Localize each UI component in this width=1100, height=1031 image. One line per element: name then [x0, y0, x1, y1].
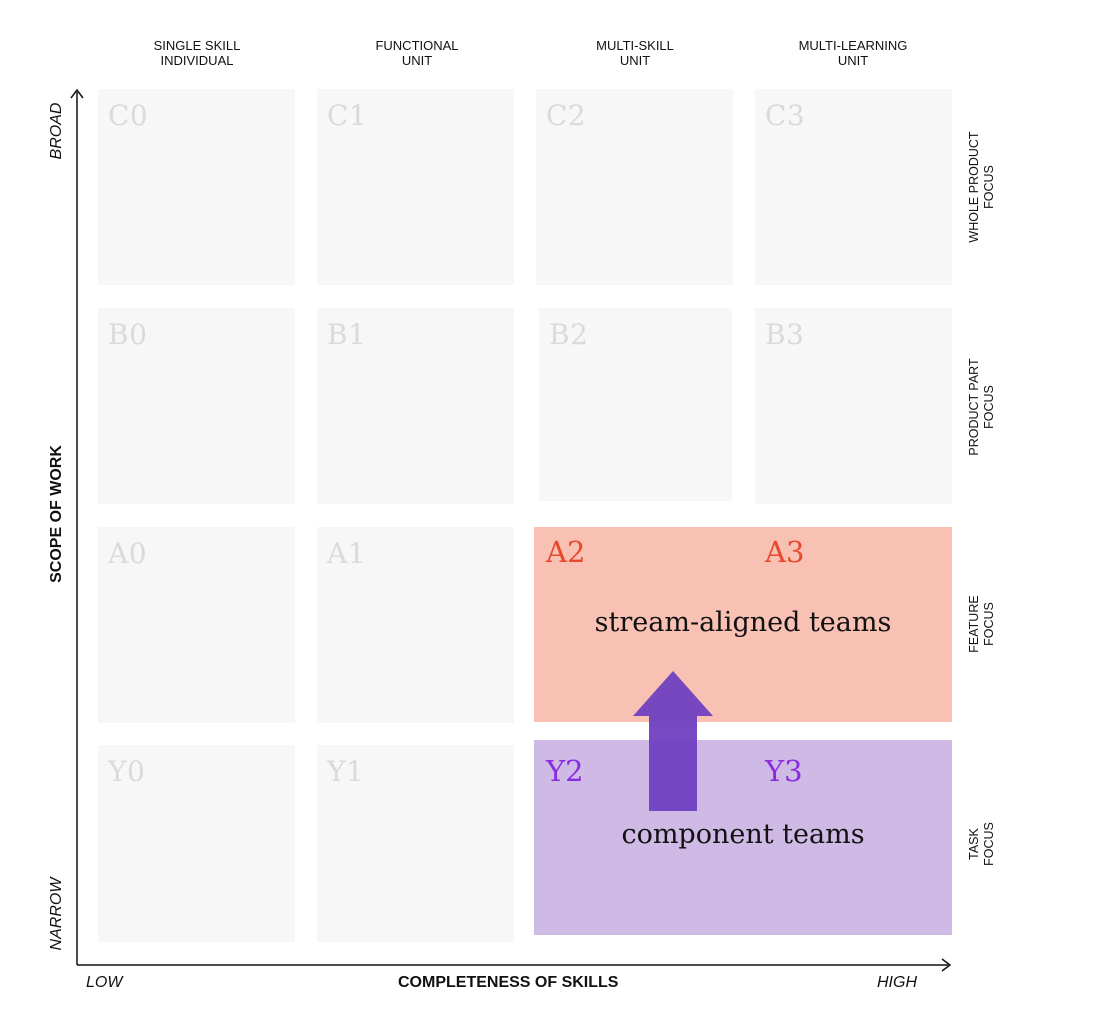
y-axis-title: SCOPE OF WORK: [48, 445, 65, 583]
cell-a0: A0: [98, 527, 295, 723]
cell-label-y0: Y0: [108, 755, 146, 788]
cell-label-b0: B0: [108, 318, 148, 351]
column-header-multi-skill: MULTI-SKILL UNIT: [596, 38, 674, 68]
cell-label-c0: C0: [108, 99, 149, 132]
x-axis-arrowhead: [941, 958, 952, 972]
cell-label-c2: C2: [546, 99, 587, 132]
cell-label-a2: A2: [546, 535, 586, 569]
cell-label-c1: C1: [327, 99, 368, 132]
x-axis-low-label: LOW: [86, 974, 123, 991]
stream-aligned-band: [534, 527, 952, 722]
cell-label-a0: A0: [108, 537, 148, 570]
cell-label-b2: B2: [549, 318, 589, 351]
cell-label-y1: Y1: [327, 755, 365, 788]
x-axis-high-label: HIGH: [877, 974, 917, 991]
up-arrow-shape: [633, 671, 713, 811]
cell-y1: Y1: [317, 745, 514, 942]
cell-b2: B2: [539, 308, 732, 501]
column-header-single-skill: SINGLE SKILL INDIVIDUAL: [153, 38, 241, 68]
cell-y0: Y0: [98, 745, 295, 942]
cell-label-b1: B1: [327, 318, 367, 351]
cell-a1: A1: [317, 527, 514, 723]
cell-b1: B1: [317, 308, 514, 504]
cell-b0: B0: [98, 308, 295, 504]
cell-c2: C2: [536, 89, 733, 285]
cell-c1: C1: [317, 89, 514, 285]
column-header-functional-unit: FUNCTIONAL UNIT: [375, 38, 459, 68]
cell-label-c3: C3: [765, 99, 806, 132]
column-header-multi-learning: MULTI-LEARNING UNIT: [798, 38, 908, 68]
cell-label-a3: A3: [765, 535, 805, 569]
cell-label-b3: B3: [765, 318, 805, 351]
cell-label-y2: Y2: [546, 754, 584, 788]
component-band: [534, 740, 952, 935]
cell-label-y3: Y3: [765, 754, 803, 788]
y-axis-low-label: NARROW: [48, 877, 65, 951]
up-arrow-icon: [633, 671, 713, 811]
cell-c3: C3: [755, 89, 952, 285]
cell-label-a1: A1: [327, 537, 367, 570]
y-axis-high-label: BROAD: [48, 102, 65, 160]
stream-aligned-teams-label: stream-aligned teams: [594, 607, 892, 638]
x-axis-title: COMPLETENESS OF SKILLS: [398, 974, 619, 991]
cell-c0: C0: [98, 89, 295, 285]
y-axis-arrowhead: [70, 88, 84, 99]
cell-b3: B3: [755, 308, 952, 504]
component-teams-label: component teams: [621, 819, 865, 850]
